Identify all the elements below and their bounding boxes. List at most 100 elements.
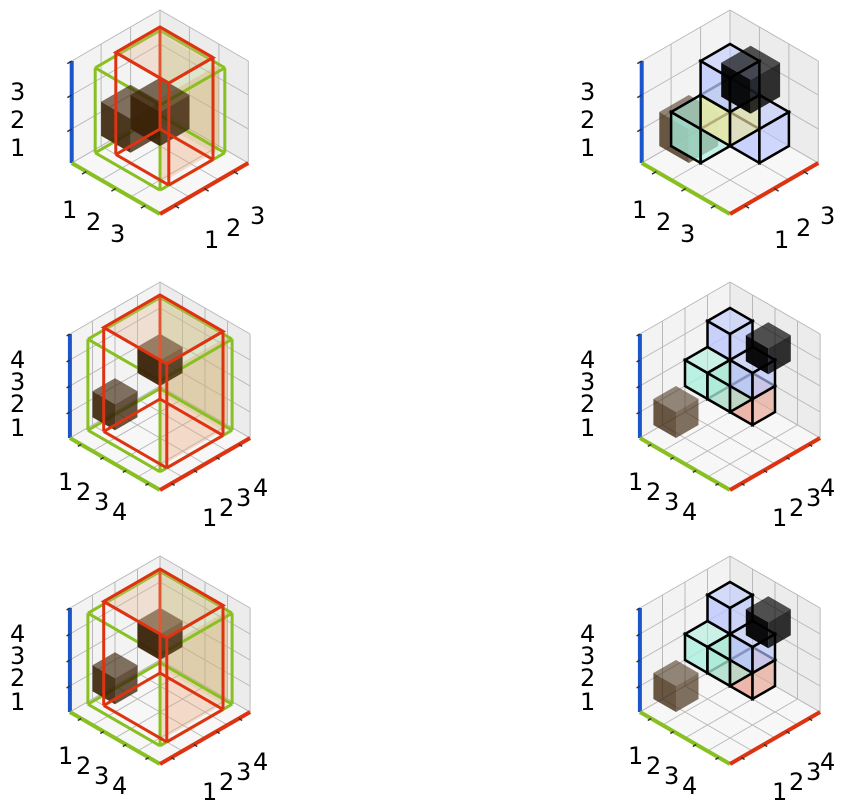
z-tick-mark xyxy=(66,685,71,689)
x-axis-line xyxy=(159,436,252,492)
z-tick-mark xyxy=(66,333,71,337)
z-tick-mark xyxy=(66,94,73,99)
dark-cube xyxy=(653,673,676,712)
x-tick-label: 2 xyxy=(789,768,804,796)
x-tick-label: 2 xyxy=(796,214,811,242)
z-tick-mark xyxy=(636,607,641,611)
y-tick-mark xyxy=(647,443,652,448)
x-axis-line xyxy=(729,710,822,766)
x-tick-label: 3 xyxy=(806,758,821,786)
y-tick-mark xyxy=(145,756,150,761)
red-frame xyxy=(115,153,170,187)
grid-line xyxy=(159,607,251,661)
dark-cube xyxy=(721,45,781,80)
x-tick-mark xyxy=(170,482,175,487)
red-frame xyxy=(166,434,224,470)
z-tick-mark xyxy=(636,94,643,99)
z-tick-label: 3 xyxy=(580,368,595,396)
red-frame xyxy=(102,397,161,433)
y-tick-mark xyxy=(669,730,675,735)
z-tick-label: 1 xyxy=(10,414,25,442)
z-tick-label: 4 xyxy=(10,620,25,648)
z-tick-label: 3 xyxy=(10,368,25,396)
dark-cube xyxy=(721,62,751,114)
grid-line xyxy=(729,9,819,62)
x-tick-mark xyxy=(193,743,198,748)
z-tick-label: 1 xyxy=(10,688,25,716)
dark-cube xyxy=(101,84,160,119)
y-tick-label: 1 xyxy=(58,742,73,770)
y-tick-label: 1 xyxy=(632,196,647,224)
z-tick-label: 4 xyxy=(580,346,595,374)
z-tick-label: 2 xyxy=(10,106,25,134)
grid-line xyxy=(159,333,251,387)
y-tick-mark xyxy=(692,743,697,748)
x-tick-mark xyxy=(808,443,813,448)
red-frame-top xyxy=(100,293,226,366)
x-tick-mark xyxy=(808,717,813,722)
z-tick-mark xyxy=(66,607,71,611)
y-axis-line xyxy=(638,436,731,492)
z-tick-mark xyxy=(66,633,71,637)
grid-line xyxy=(159,581,251,635)
y-tick-label: 2 xyxy=(646,478,661,506)
grid-line xyxy=(159,307,251,361)
z-tick-label: 3 xyxy=(10,642,25,670)
grid-line xyxy=(707,424,798,478)
y-axis-line xyxy=(68,436,161,492)
x-tick-mark xyxy=(215,456,221,461)
grid-line xyxy=(69,281,161,335)
y-tick-mark xyxy=(715,482,720,487)
y-tick-label: 4 xyxy=(682,772,697,800)
grid-line xyxy=(639,281,731,335)
x-tick-label: 4 xyxy=(820,474,835,502)
z-tick-label: 1 xyxy=(580,688,595,716)
grid-line xyxy=(159,281,251,335)
y-tick-label: 3 xyxy=(94,762,109,790)
z-tick-mark xyxy=(66,659,71,663)
y-tick-label: 2 xyxy=(646,752,661,780)
green-frame xyxy=(87,296,161,341)
y-tick-mark xyxy=(81,170,87,175)
y-tick-label: 3 xyxy=(664,488,679,516)
z-tick-label: 4 xyxy=(10,346,25,374)
grid-line xyxy=(684,411,776,465)
grid-line xyxy=(159,77,249,130)
y-tick-label: 2 xyxy=(76,752,91,780)
x-tick-mark xyxy=(193,469,198,474)
y-tick-mark xyxy=(99,730,105,735)
x-tick-mark xyxy=(773,187,779,192)
panel-middle-left-3d-frames: 4 3 2 1 1 2 3 4 1 2 3 4 xyxy=(10,281,268,532)
z-tick-label: 4 xyxy=(580,620,595,648)
y-axis-line xyxy=(638,710,731,766)
grid-line xyxy=(641,9,731,62)
x-tick-label: 1 xyxy=(772,504,787,532)
panel-middle-right-3d-blocks: 4 3 2 1 1 2 3 4 1 2 3 4 xyxy=(580,281,835,532)
x-tick-mark xyxy=(740,756,745,761)
x-tick-label: 1 xyxy=(202,504,217,532)
z-tick-mark xyxy=(66,385,71,389)
y-tick-label: 4 xyxy=(112,772,127,800)
grid-line xyxy=(684,685,776,739)
x-tick-mark xyxy=(785,730,791,735)
z-tick-label: 3 xyxy=(580,642,595,670)
red-frame xyxy=(102,430,168,470)
y-tick-mark xyxy=(681,187,687,192)
x-tick-mark xyxy=(803,170,809,175)
z-tick-mark xyxy=(636,128,643,133)
grid-line xyxy=(707,698,798,752)
z-tick-label: 1 xyxy=(10,134,25,162)
y-tick-mark xyxy=(710,204,716,209)
z-tick-mark xyxy=(66,359,71,363)
z-tick-mark xyxy=(636,60,643,65)
red-frame xyxy=(166,708,224,744)
grid-line xyxy=(639,555,731,609)
y-tick-label: 3 xyxy=(94,488,109,516)
y-tick-mark xyxy=(647,717,652,722)
grid-line xyxy=(159,43,249,96)
x-tick-mark xyxy=(174,204,180,209)
y-tick-label: 2 xyxy=(86,208,101,236)
red-frame xyxy=(159,397,224,437)
green-frame xyxy=(87,702,161,748)
z-tick-label: 2 xyxy=(10,664,25,692)
